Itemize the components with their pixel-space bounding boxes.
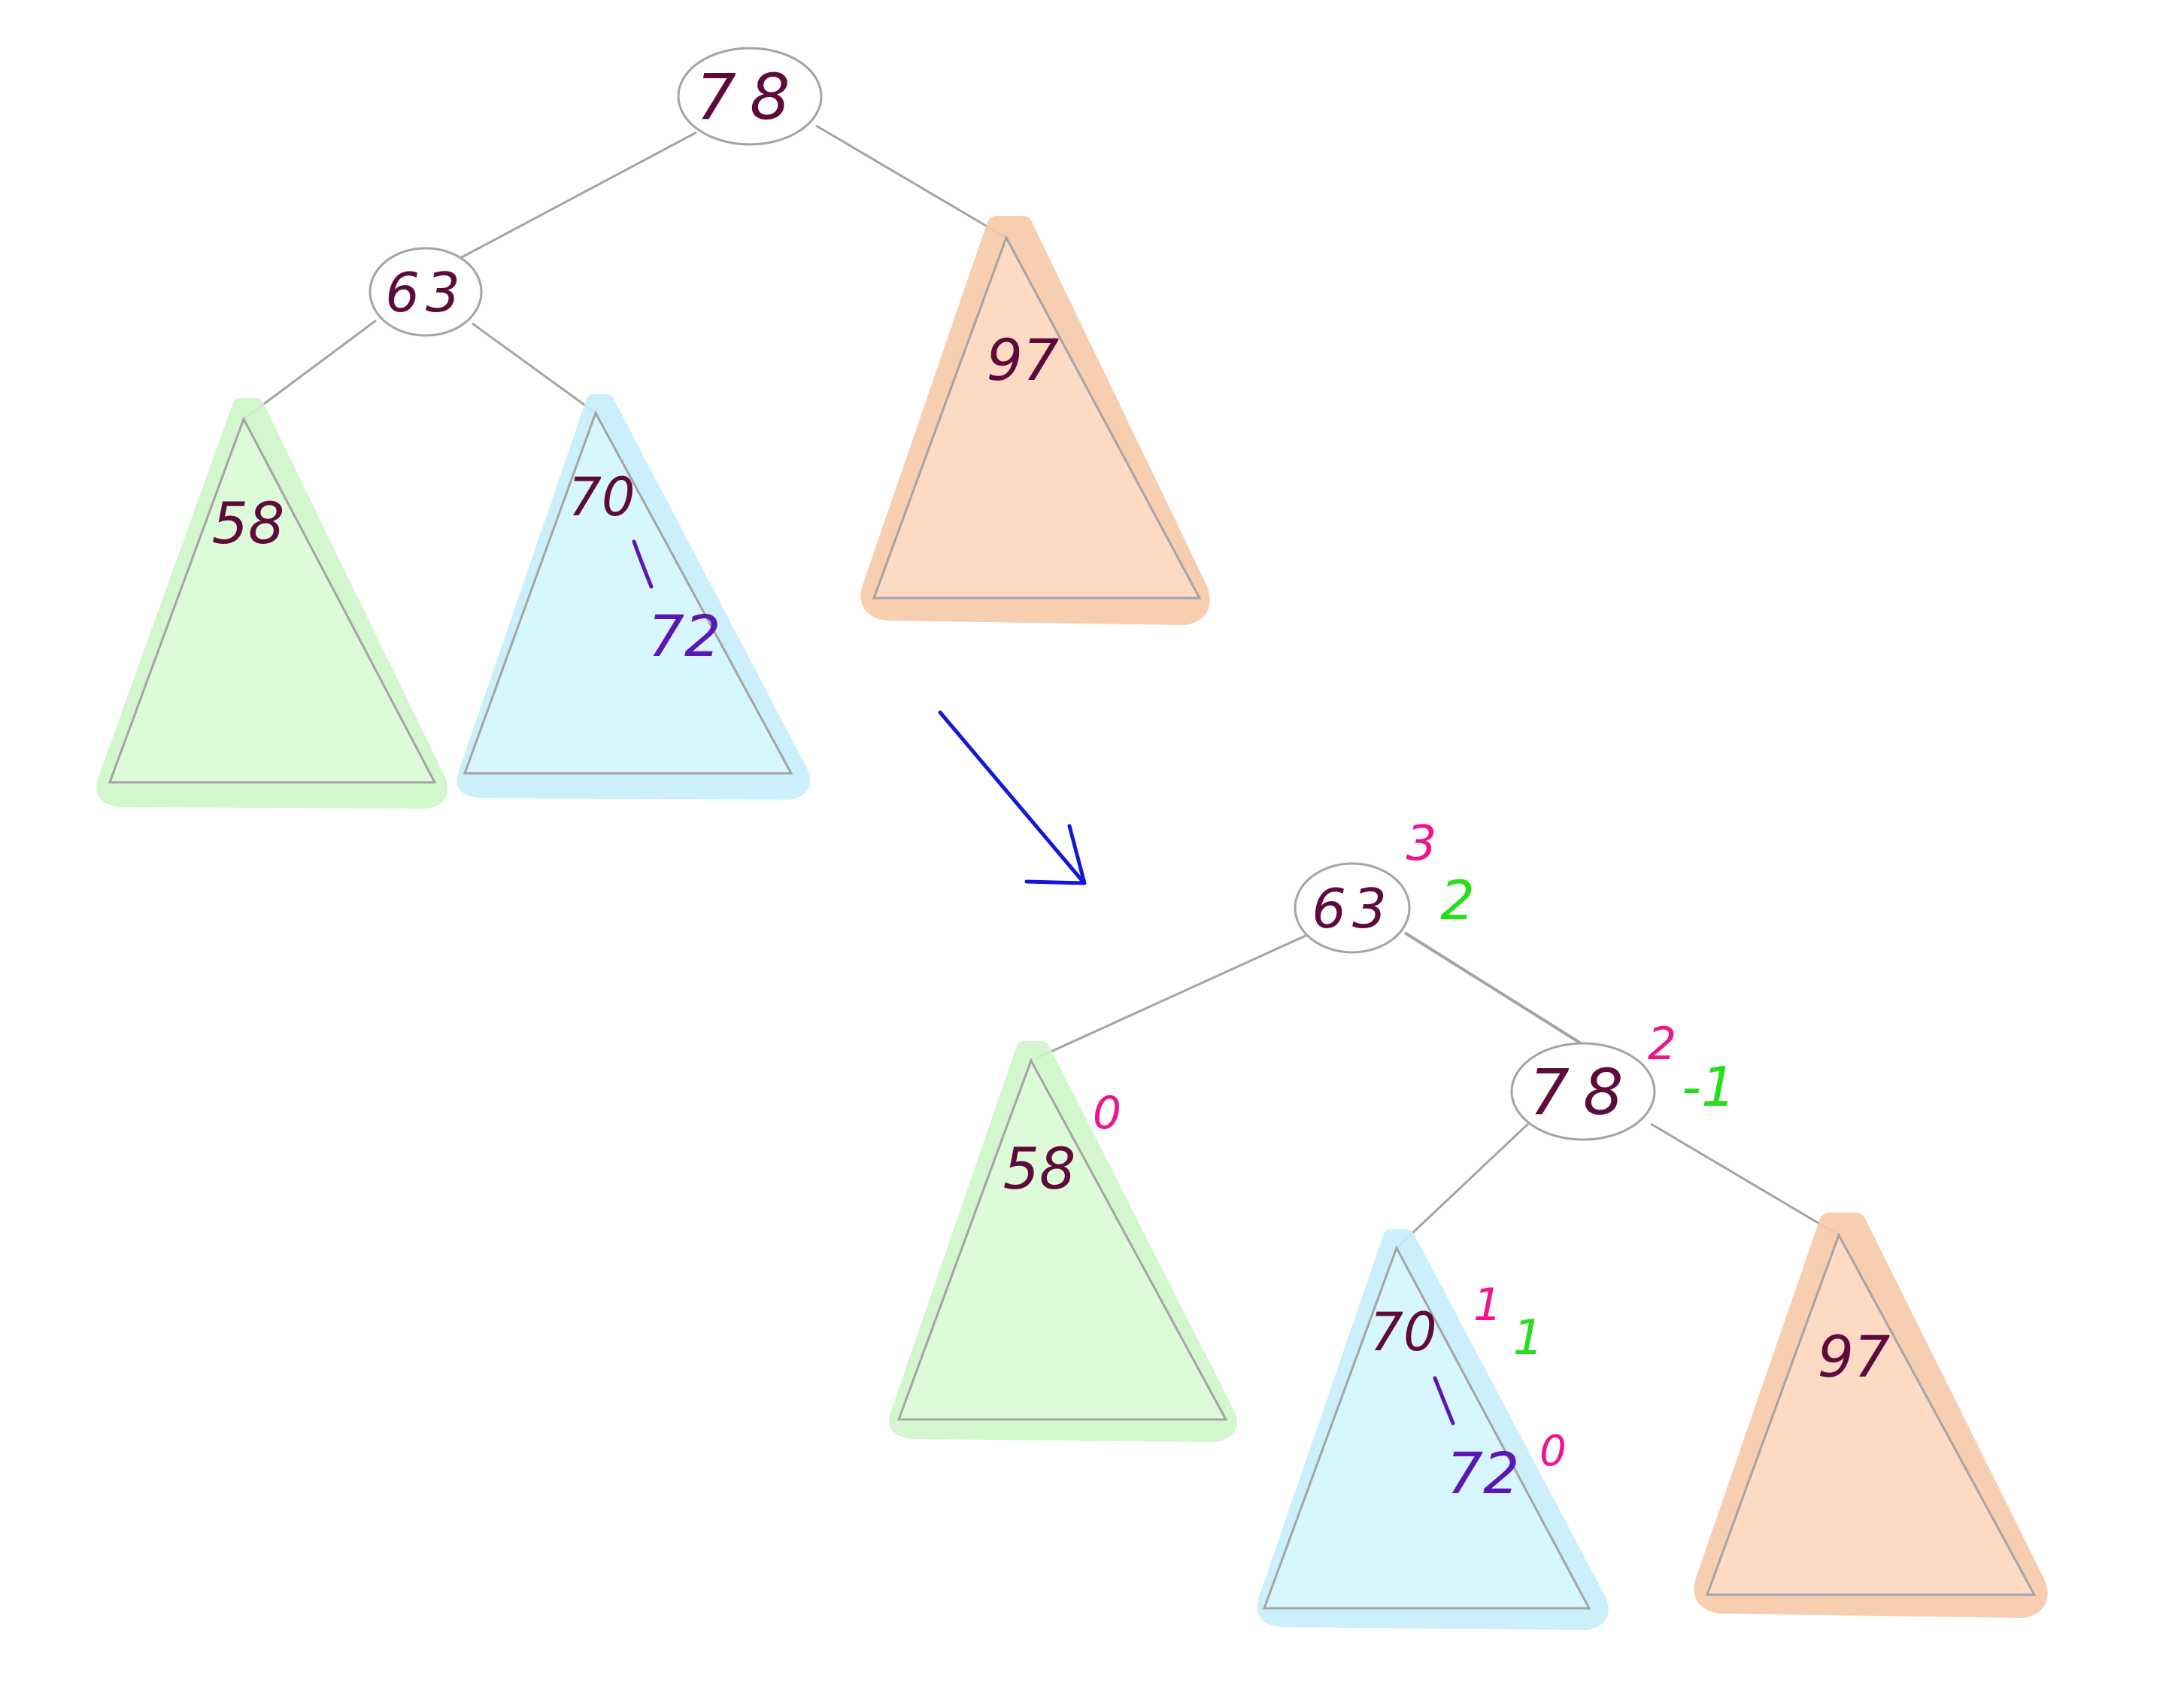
- node-label-63: 63: [1312, 877, 1393, 940]
- node-label-63: 63: [385, 261, 466, 324]
- height-annotation-63: 3: [1406, 816, 1437, 872]
- balance-annotation-78: -1: [1682, 1055, 1736, 1119]
- edge-63-70: [472, 322, 596, 414]
- edge-63-58: [1030, 934, 1308, 1062]
- child-link-stroke: [632, 539, 654, 589]
- node-label-70: 70: [1370, 1301, 1436, 1363]
- subtree-70-after: 70 72 1 1 0: [1257, 1229, 1609, 1630]
- height-annotation-70: 1: [1473, 1279, 1502, 1331]
- height-annotation-58: 0: [1093, 1087, 1121, 1140]
- node-label-58: 58: [212, 490, 285, 557]
- edge-78-97: [1650, 1122, 1840, 1237]
- edge-78-70: [1395, 1122, 1530, 1249]
- node-78-before: 78: [677, 47, 823, 146]
- height-annotation-78: 2: [1648, 1018, 1676, 1070]
- node-label-78: 78: [1530, 1055, 1637, 1129]
- edge-78-63: [460, 131, 697, 260]
- node-label-78: 78: [696, 60, 804, 134]
- subtree-70-before: 70 72: [457, 394, 811, 800]
- node-label-97: 97: [1818, 1323, 1891, 1390]
- node-label-97: 97: [987, 326, 1060, 393]
- after-tree: 58 0 70 72 1 1 0 97 63 3 2: [889, 816, 2048, 1630]
- node-label-58: 58: [1003, 1135, 1076, 1202]
- node-label-72: 72: [648, 603, 721, 669]
- node-63-after: 63 3 2: [1294, 816, 1475, 954]
- subtree-97-before: 97: [860, 216, 1210, 625]
- node-78-after: 78 2 -1: [1510, 1018, 1736, 1141]
- balance-annotation-63: 2: [1440, 869, 1475, 932]
- edge-63-78: [1403, 931, 1588, 1049]
- balance-annotation-70: 1: [1513, 1310, 1544, 1366]
- subtree-58-before: 58: [96, 398, 447, 809]
- before-tree: 58 70 72 97 78 63: [96, 47, 1210, 809]
- subtree-97-after: 97: [1694, 1213, 2048, 1618]
- subtree-58-after: 58 0: [889, 1041, 1237, 1442]
- node-label-72: 72: [1447, 1440, 1520, 1507]
- node-63-before: 63: [369, 247, 483, 337]
- child-link-stroke: [1433, 1376, 1455, 1425]
- height-annotation-72: 0: [1539, 1427, 1567, 1476]
- edge-63-58: [243, 319, 377, 420]
- edge-78-97: [815, 124, 1007, 239]
- arrow-down-right-icon: [938, 710, 1087, 885]
- node-label-70: 70: [568, 466, 635, 528]
